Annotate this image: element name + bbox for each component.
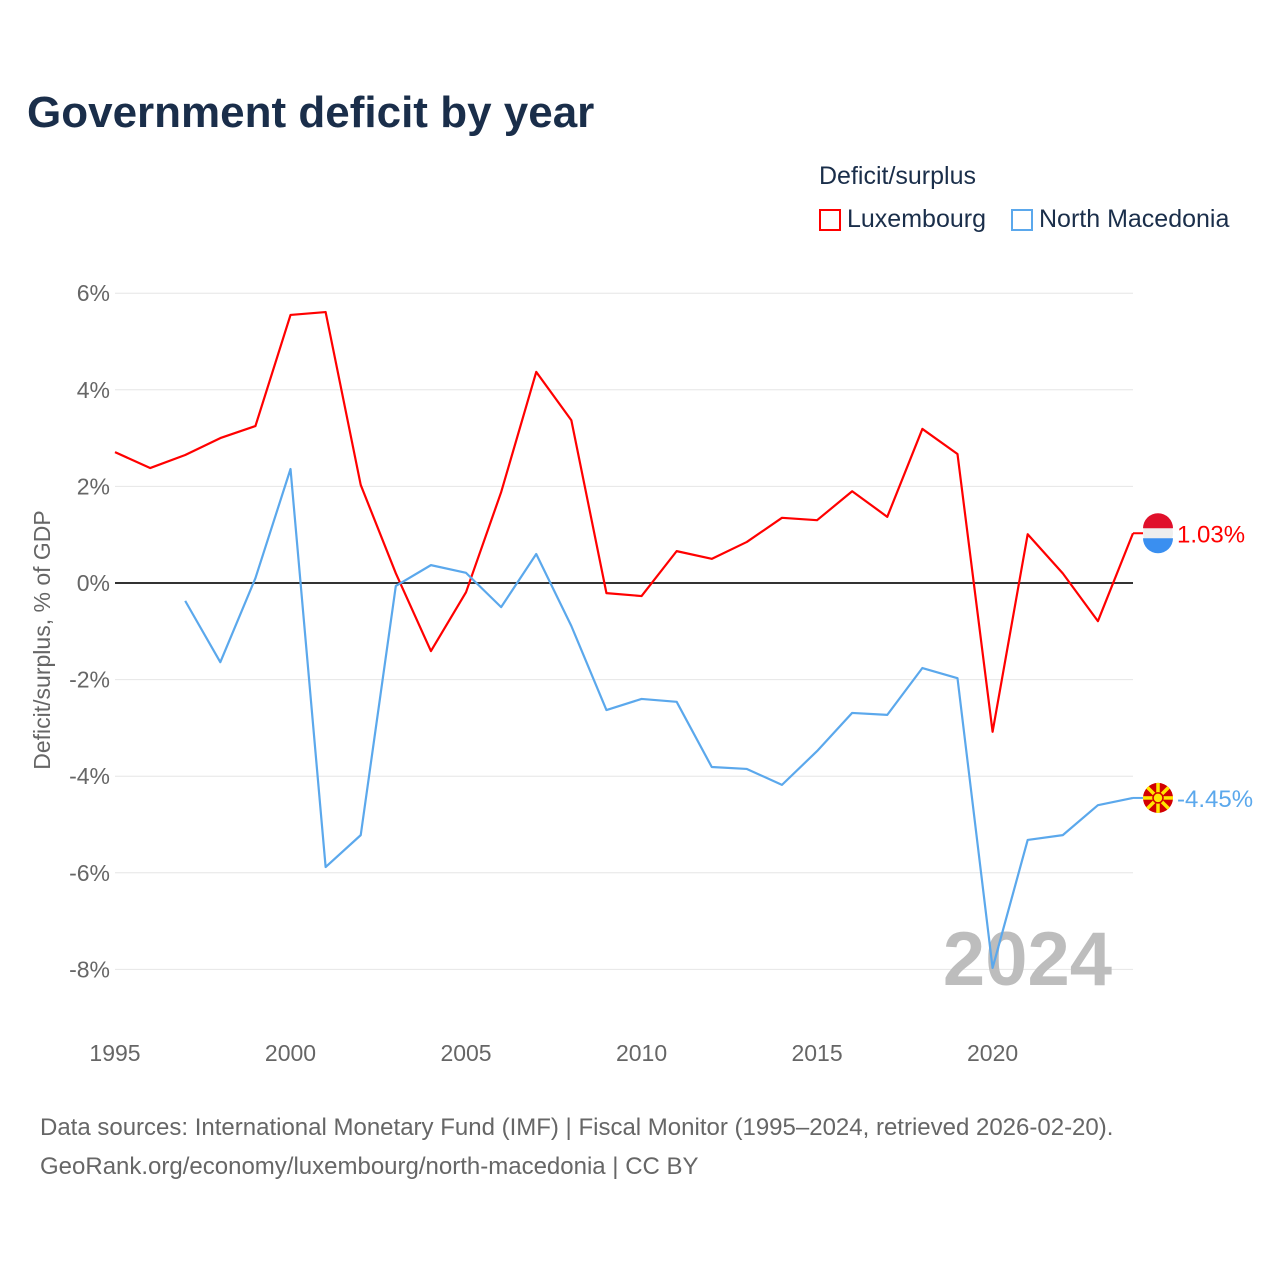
y-tick-label: -8% [69,956,110,982]
year-watermark: 2024 [943,917,1112,1002]
y-tick-label: -4% [69,763,110,789]
x-tick-label: 2000 [265,1040,316,1066]
end-value-label: -4.45% [1177,786,1253,813]
y-axis-label: Deficit/surplus, % of GDP [29,510,55,769]
x-tick-label: 2020 [967,1040,1018,1066]
end-value-label: 1.03% [1177,521,1245,548]
legend-item-north-macedonia[interactable]: North Macedonia [1011,205,1229,234]
legend-swatch [1011,208,1033,231]
x-tick-label: 1995 [89,1040,140,1066]
page-title: Government deficit by year [27,88,595,137]
flag-stripe [1143,538,1173,554]
legend-item-luxembourg[interactable]: Luxembourg [819,205,986,234]
y-tick-label: 6% [77,280,110,306]
source-note: Data sources: International Monetary Fun… [40,1108,1113,1186]
series-line-north-macedonia [184,467,1134,970]
x-tick-label: 2010 [616,1040,667,1066]
legend-label: North Macedonia [1039,205,1230,233]
flag-stripe [1143,513,1173,529]
source-link[interactable]: GeoRank.org/economy/luxembourg/north-mac… [40,1153,699,1180]
y-tick-label: 0% [77,570,110,596]
y-tick-label: -2% [69,667,110,693]
source-line: Data sources: International Monetary Fun… [40,1114,1114,1141]
y-tick-label: -6% [69,860,110,886]
series-line-luxembourg [114,310,1135,733]
legend-swatch [819,208,841,231]
y-tick-label: 2% [77,473,110,499]
flag-sun [1152,792,1164,804]
x-tick-label: 2005 [440,1040,491,1066]
legend-title: Deficit/surplus [819,162,976,190]
x-tick-label: 2015 [791,1040,842,1066]
y-tick-label: 4% [77,377,110,403]
legend-label: Luxembourg [847,205,986,233]
